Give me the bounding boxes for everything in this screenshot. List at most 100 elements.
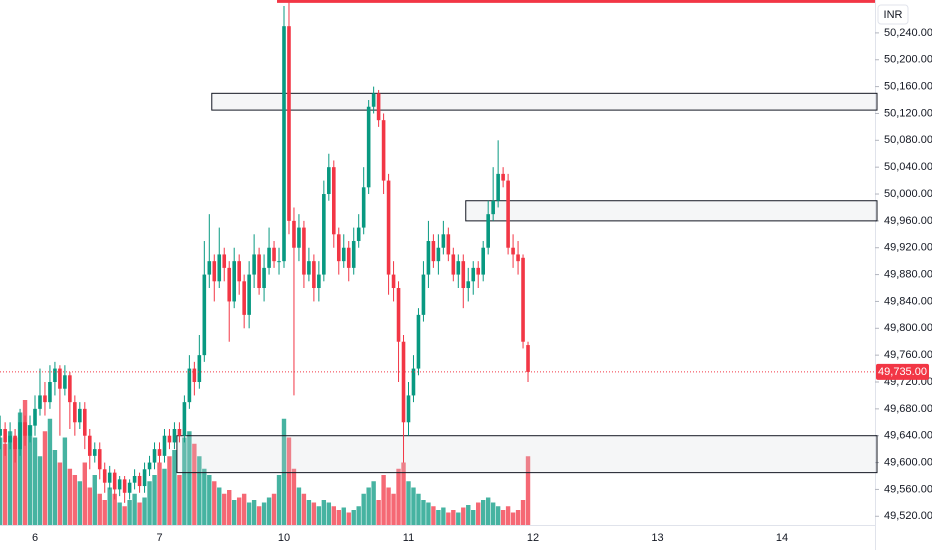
volume-bar [172,450,177,525]
volume-bar [232,500,237,525]
volume-bar [261,502,267,525]
candle-body [351,241,356,268]
volume-bar [451,510,456,525]
y-tick-label: 50,080.00 [884,134,932,146]
candle-body [396,288,401,342]
y-tick-label: 49,760.00 [884,349,932,361]
candle-body [361,187,366,228]
last-price-label: 49,735.00 [878,366,927,378]
volume-bar [47,418,53,525]
volume-bar [17,412,23,525]
candle-body [227,267,232,302]
volume-bar [316,506,322,525]
candle-body [322,194,326,275]
candle-body [292,220,296,248]
candle-body [0,428,2,436]
candle-body [28,425,32,436]
volume-bar [286,437,292,525]
candle-body [127,482,132,493]
volume-bar [22,400,28,525]
volume-bar [426,502,431,525]
volume-bar [500,510,506,525]
currency: INR [884,9,903,21]
y-tick-label: 49,920.00 [884,242,932,254]
candle-body [83,408,87,436]
candle-body [421,274,426,315]
candle-body [197,355,202,383]
candle-body [406,395,411,423]
candle-body [187,368,192,403]
y-tick-label: 49,880.00 [884,268,932,280]
volume-bar [510,512,516,525]
candle-body [177,428,182,436]
candle-body [172,428,177,443]
volume-bar [311,502,317,525]
candle-body [242,281,246,315]
candle-body [481,247,485,275]
volume-bar [341,507,346,525]
volume-bar [147,481,152,525]
candle-body [257,254,261,289]
volume-bar [82,462,87,525]
volume-bar [321,500,327,525]
volume-bar [42,431,48,525]
candle-body [426,241,431,275]
candle-body [356,227,361,242]
x-tick-label: 7 [156,532,162,544]
volume-bar [436,510,441,525]
candle-body [312,261,316,289]
candle-body [58,368,62,389]
volume-bar [132,493,137,525]
volume-bar [481,500,486,525]
candle-body [511,247,515,255]
volume-bar [331,506,336,525]
y-tick-label: 49,560.00 [884,483,932,495]
volume-bar [376,500,381,525]
candle-body [33,408,37,426]
candle-body [327,167,331,195]
y-tick-label: 50,160.00 [884,81,932,93]
volume-bar [326,502,332,525]
volume-bar [466,505,471,525]
y-tick-label: 49,640.00 [884,430,932,442]
volume-bar [461,507,466,525]
candle-body [267,247,271,268]
x-tick-label: 12 [527,532,539,544]
candle-body [38,395,42,409]
volume-bar [117,502,122,525]
volume-bar [241,493,247,525]
y-tick-label: 50,000.00 [884,188,932,200]
currency-box[interactable] [877,4,909,25]
candle-body [302,227,306,275]
volume-bar [57,462,63,525]
volume-bar [97,493,102,525]
candle-body [13,435,17,450]
volume-bar [197,456,202,525]
volume-bar [182,437,187,525]
candle-body [376,93,381,121]
volume-bar [446,512,451,525]
candle-body [436,247,441,262]
y-tick-label: 50,040.00 [884,161,932,173]
candle-body [262,267,266,289]
candle-body [516,254,520,262]
volume-bar [441,507,446,525]
candle-body [526,345,530,372]
volume-bar [431,506,436,525]
volume-bar [256,506,262,525]
candle-body [341,247,346,262]
volume-bar [336,510,341,525]
x-tick-label: 10 [278,532,290,544]
volume-bar [192,443,197,525]
candle-body [451,254,456,275]
candle-body [107,472,112,483]
volume-bar [122,506,127,525]
candle-body [366,106,371,188]
candle-body [157,449,162,456]
candle-body [456,261,461,275]
y-tick-label: 50,240.00 [884,27,932,39]
candle-body [317,274,321,289]
y-tick-label: 50,200.00 [884,54,932,66]
candle-body [73,402,77,423]
volume-bar [177,475,182,525]
